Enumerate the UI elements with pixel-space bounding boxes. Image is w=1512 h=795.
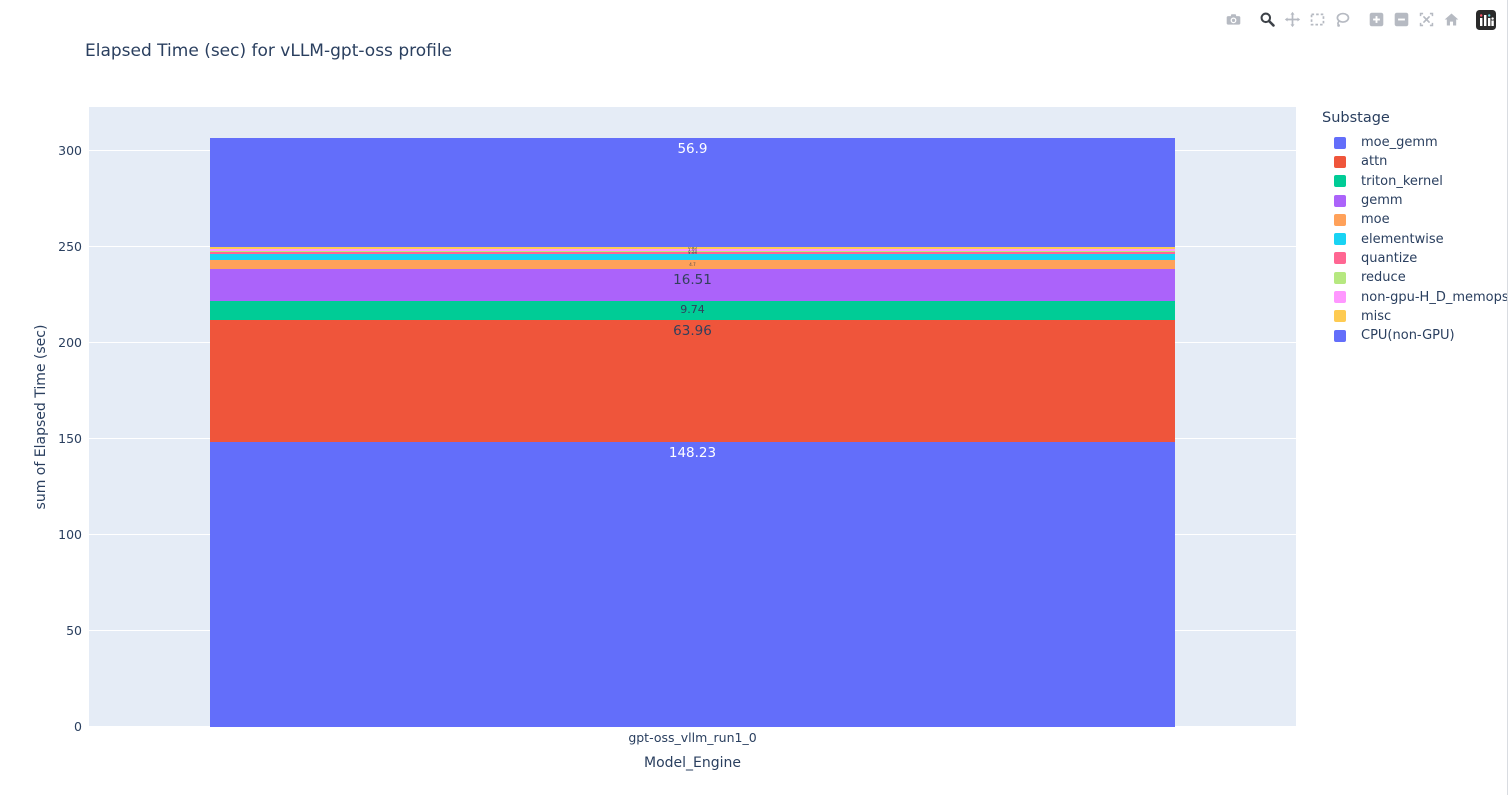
zoom-in-icon[interactable] bbox=[1366, 9, 1387, 30]
legend-label: gemm bbox=[1361, 193, 1403, 209]
legend-item-triton_kernel[interactable]: triton_kernel bbox=[1322, 172, 1509, 191]
bar-segment-label-triton_kernel: 9.74 bbox=[680, 303, 705, 317]
legend-item-non-gpu-H_D_memops[interactable]: non-gpu-H_D_memops bbox=[1322, 287, 1509, 306]
legend-label: misc bbox=[1361, 308, 1392, 324]
bar-segment-triton_kernel[interactable]: 9.74 bbox=[209, 301, 1176, 320]
autoscale-icon[interactable] bbox=[1416, 9, 1437, 30]
stacked-bar: 148.23 63.96 9.74 16.51 4.7 1.04 0.73 1.04 0.85 5… bbox=[209, 107, 1176, 727]
y-tick-label-250: 250 bbox=[58, 238, 82, 254]
legend-item-misc[interactable]: misc bbox=[1322, 307, 1509, 326]
bar-segment-quantize[interactable]: 1.04 bbox=[209, 250, 1176, 256]
y-tick-label-100: 100 bbox=[58, 526, 82, 542]
lasso-select-icon[interactable] bbox=[1332, 9, 1353, 30]
bar-segment-label-attn: 63.96 bbox=[673, 322, 712, 339]
y-tick-label-0: 0 bbox=[74, 718, 82, 734]
y-axis-title: sum of Elapsed Time (sec) bbox=[33, 324, 49, 510]
legend-item-moe[interactable]: moe bbox=[1322, 210, 1509, 229]
legend-item-attn[interactable]: attn bbox=[1322, 152, 1509, 171]
legend-item-quantize[interactable]: quantize bbox=[1322, 249, 1509, 268]
bar-segment-attn[interactable]: 63.96 bbox=[209, 319, 1176, 443]
plot-area[interactable]: 148.23 63.96 9.74 16.51 4.7 1.04 0.73 1.04 0.85 5… bbox=[89, 107, 1296, 727]
bar-segment-label-quantize: 1.04 bbox=[688, 250, 697, 256]
legend-item-gemm[interactable]: gemm bbox=[1322, 191, 1509, 210]
legend: Substage moe_gemm attn triton_kernel gemm mo… bbox=[1322, 110, 1509, 345]
legend-label: CPU(non-GPU) bbox=[1361, 328, 1455, 344]
camera-icon[interactable] bbox=[1223, 9, 1244, 30]
bar-segment-label-non-gpu-H_D_memops: 1.04 bbox=[688, 246, 697, 252]
legend-item-CPU(non-GPU)[interactable]: CPU(non-GPU) bbox=[1322, 326, 1509, 345]
legend-swatch-triton_kernel bbox=[1334, 175, 1346, 188]
plotly-modebar bbox=[1223, 9, 1496, 30]
x-axis-tick-label: gpt-oss_vllm_run1_0 bbox=[628, 730, 757, 745]
legend-swatch-reduce bbox=[1334, 271, 1346, 284]
legend-item-reduce[interactable]: reduce bbox=[1322, 268, 1509, 287]
legend-swatch-moe bbox=[1334, 213, 1346, 226]
bar-segment-label-CPU(non-GPU): 148.23 bbox=[668, 445, 717, 462]
y-axis-tick-labels: 0 50 100 150 200 250 300 bbox=[0, 107, 82, 734]
legend-item-moe_gemm[interactable]: moe_gemm bbox=[1322, 133, 1509, 152]
legend-item-elementwise[interactable]: elementwise bbox=[1322, 229, 1509, 248]
legend-swatch-CPU(non-GPU) bbox=[1334, 329, 1346, 342]
legend-label: reduce bbox=[1361, 270, 1406, 286]
bar-segment-CPU(non-GPU)[interactable]: 148.23 bbox=[209, 442, 1176, 727]
bar-segment-gemm[interactable]: 16.51 bbox=[209, 269, 1176, 302]
bar-segment-label-reduce: 0.73 bbox=[688, 248, 697, 254]
legend-swatch-non-gpu-H_D_memops bbox=[1334, 291, 1346, 304]
y-tick-label-150: 150 bbox=[58, 430, 82, 446]
window-edge-divider bbox=[1507, 0, 1508, 795]
legend-swatch-attn bbox=[1334, 155, 1346, 168]
chart-title: Elapsed Time (sec) for vLLM-gpt-oss prof… bbox=[85, 41, 453, 61]
legend-swatch-quantize bbox=[1334, 252, 1346, 265]
legend-label: triton_kernel bbox=[1361, 173, 1443, 189]
y-tick-label-200: 200 bbox=[58, 334, 82, 350]
legend-label: moe bbox=[1361, 212, 1390, 228]
bar-segment-label-moe: 4.7 bbox=[689, 261, 696, 267]
legend-label: elementwise bbox=[1361, 231, 1444, 247]
y-tick-label-50: 50 bbox=[66, 622, 82, 638]
y-tick-label-300: 300 bbox=[58, 142, 82, 158]
legend-title: Substage bbox=[1322, 110, 1390, 126]
legend-swatch-misc bbox=[1334, 310, 1346, 323]
x-axis-title: Model_Engine bbox=[643, 755, 741, 771]
bar-segment-label-moe_gemm: 56.9 bbox=[677, 141, 708, 158]
legend-swatch-moe_gemm bbox=[1334, 136, 1346, 149]
legend-swatch-elementwise bbox=[1334, 233, 1346, 246]
pan-icon[interactable] bbox=[1282, 9, 1303, 30]
bar-segment-label-gemm: 16.51 bbox=[673, 272, 712, 289]
bar-segment-moe[interactable]: 4.7 bbox=[209, 260, 1176, 270]
legend-label: moe_gemm bbox=[1361, 135, 1438, 151]
legend-label: quantize bbox=[1361, 250, 1418, 266]
legend-swatch-gemm bbox=[1334, 194, 1346, 207]
legend-label: non-gpu-H_D_memops bbox=[1361, 289, 1509, 305]
bar-segment-reduce[interactable]: 0.73 bbox=[209, 248, 1176, 254]
bar-segment-non-gpu-H_D_memops[interactable]: 1.04 bbox=[209, 246, 1176, 252]
bar-segment-moe_gemm[interactable]: 56.9 bbox=[209, 138, 1176, 248]
box-select-icon[interactable] bbox=[1307, 9, 1328, 30]
zoom-out-icon[interactable] bbox=[1391, 9, 1412, 30]
bar-segment-label-misc: 0.85 bbox=[688, 245, 697, 251]
bar-segment-elementwise[interactable] bbox=[209, 254, 1176, 261]
reset-home-icon[interactable] bbox=[1441, 9, 1462, 30]
plotly-logo-icon[interactable] bbox=[1475, 9, 1496, 30]
zoom-icon[interactable] bbox=[1257, 9, 1278, 30]
legend-label: attn bbox=[1361, 154, 1388, 170]
bar-segment-misc[interactable]: 0.85 bbox=[209, 245, 1176, 251]
